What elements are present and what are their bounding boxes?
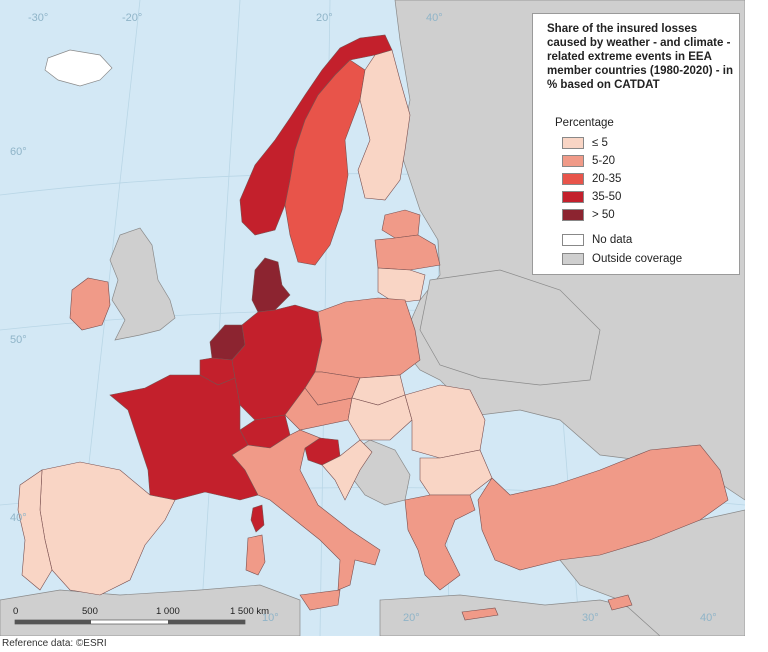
country-sweden <box>284 59 366 266</box>
legend-label: 35-50 <box>592 191 622 203</box>
scale-label: 500 <box>82 606 98 617</box>
legend-item: > 50 <box>562 207 615 223</box>
country-poland <box>314 297 421 379</box>
legend-swatch <box>562 173 584 185</box>
country-estonia <box>381 209 421 239</box>
country-finland <box>357 49 411 201</box>
country-cyprus <box>607 594 633 611</box>
country-greece <box>404 494 476 591</box>
graticule-label: 60° <box>10 146 27 158</box>
graticule-label: 10° <box>262 612 279 624</box>
legend-item: 20-35 <box>562 171 621 187</box>
scale-label: 1 500 km <box>230 606 270 617</box>
graticule-label: -20° <box>122 12 143 24</box>
legend-swatch <box>562 253 584 265</box>
legend-title: Share of the insured losses caused by we… <box>547 23 733 91</box>
graticule-label: 40° <box>700 612 717 624</box>
legend-swatch <box>562 137 584 149</box>
country-crete <box>461 607 499 621</box>
country-norway <box>239 34 393 236</box>
legend-label: 5-20 <box>592 155 616 167</box>
country-corsica <box>250 504 265 533</box>
legend-swatch <box>562 234 584 246</box>
scale-label: 0 <box>13 606 19 617</box>
country-croatia <box>321 439 373 501</box>
scale-label: 1 000 <box>156 606 180 617</box>
legend-label: 20-35 <box>592 173 622 185</box>
country-ireland <box>69 277 111 331</box>
graticule-label: 40° <box>426 12 443 24</box>
graticule-label: 50° <box>10 334 27 346</box>
scale-bar <box>14 619 246 625</box>
graticule-label: 40° <box>10 512 27 524</box>
country-italy <box>231 429 381 591</box>
legend-swatch <box>562 209 584 221</box>
legend-swatch <box>562 191 584 203</box>
graticule-label: -30° <box>28 12 49 24</box>
graticule-label: 30° <box>582 612 599 624</box>
country-romania <box>404 384 486 459</box>
country-lithuania <box>377 267 426 304</box>
country-turkey <box>477 444 729 571</box>
legend-label: ≤ 5 <box>592 137 608 149</box>
country-portugal <box>17 469 53 591</box>
legend-item: Outside coverage <box>562 251 682 267</box>
country-sicily <box>299 589 341 611</box>
graticule-label: 20° <box>403 612 420 624</box>
legend-label: Outside coverage <box>592 253 683 265</box>
legend: Share of the insured losses caused by we… <box>532 13 740 275</box>
legend-item: No data <box>562 232 632 248</box>
legend-item: 5-20 <box>562 153 615 169</box>
legend-swatch <box>562 155 584 167</box>
legend-item: 35-50 <box>562 189 621 205</box>
country-bulgaria <box>419 449 493 496</box>
graticule-label: 20° <box>316 12 333 24</box>
countries <box>17 34 729 621</box>
country-sardinia <box>245 534 266 576</box>
footer-credit: Reference data: ©ESRI <box>2 638 107 649</box>
legend-label: > 50 <box>592 209 615 221</box>
legend-label: No data <box>592 234 633 246</box>
legend-subtitle: Percentage <box>555 117 614 129</box>
legend-item: ≤ 5 <box>562 135 608 151</box>
